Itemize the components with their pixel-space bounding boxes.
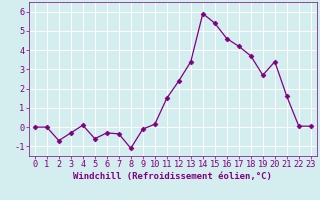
X-axis label: Windchill (Refroidissement éolien,°C): Windchill (Refroidissement éolien,°C) — [73, 172, 272, 181]
